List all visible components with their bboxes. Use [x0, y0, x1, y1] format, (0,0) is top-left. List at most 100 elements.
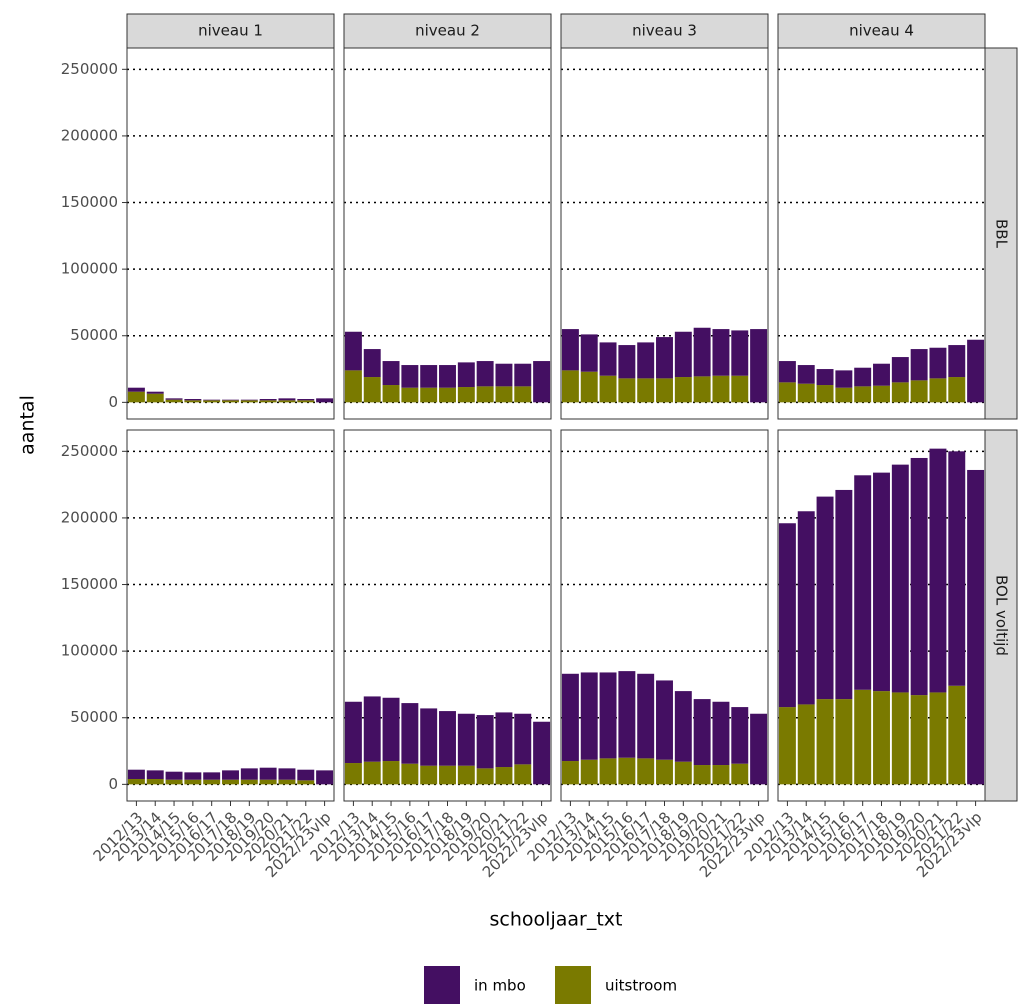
bar-segment [561, 370, 579, 403]
y-tick-label: 50000 [70, 708, 118, 726]
bar-segment [712, 375, 730, 403]
bar-segment [439, 365, 456, 388]
bar-segment [127, 391, 145, 403]
panel-border [777, 47, 986, 420]
bar-segment [910, 380, 928, 403]
bar-segment [127, 387, 145, 392]
bar-segment [948, 345, 966, 378]
bar-segment [637, 673, 655, 759]
bar-segment [240, 400, 258, 403]
bar-segment [259, 779, 277, 785]
bar-segment [259, 400, 277, 403]
legend-label: uitstroom [605, 977, 677, 995]
bar-segment [854, 367, 872, 387]
y-tick-label: 50000 [70, 326, 118, 344]
bar-segment [929, 378, 947, 403]
bar-segment [929, 448, 947, 693]
bar-segment [693, 376, 711, 403]
bar-segment [278, 398, 296, 401]
bar-segment [637, 378, 655, 403]
bar-segment [891, 464, 909, 693]
bar-segment [514, 764, 532, 785]
bar-segment [420, 765, 438, 785]
bar-segment [476, 361, 494, 387]
y-tick-label: 100000 [61, 260, 118, 278]
bar-segment [693, 699, 711, 766]
bar-segment [929, 347, 947, 379]
bar-segment [146, 779, 164, 785]
bar-segment [146, 770, 164, 780]
bar-segment [891, 382, 909, 403]
bar-segment [797, 511, 815, 705]
bar-segment [278, 400, 296, 403]
bar-segment [816, 385, 834, 403]
y-tick-label: 150000 [61, 193, 118, 211]
facet-label: niveau 4 [849, 22, 914, 40]
bar-segment [420, 365, 438, 388]
bar-segment [184, 400, 202, 403]
bar-segment [835, 387, 853, 403]
bar-segment [797, 365, 815, 384]
bar-segment [873, 363, 890, 386]
bar-segment [561, 673, 579, 762]
bar-segment [948, 685, 966, 785]
bar-segment [146, 393, 164, 403]
bar-segment [967, 339, 985, 403]
facet-strip [984, 47, 1018, 420]
bar-segment [165, 398, 183, 400]
bar-segment [712, 329, 730, 376]
bar-segment [731, 375, 749, 403]
bar-segment [278, 779, 296, 785]
bar-segment [420, 708, 438, 766]
bar-segment [618, 671, 636, 758]
bar-segment [910, 695, 928, 785]
bar-segment [382, 697, 400, 762]
bar-segment [476, 715, 494, 769]
bar-segment [891, 357, 909, 383]
bar-segment [835, 699, 853, 785]
panel-border [560, 47, 769, 420]
y-tick-label: 0 [108, 393, 118, 411]
bar-segment [382, 761, 400, 785]
facet-strip [560, 13, 769, 49]
bar-segment [637, 342, 655, 379]
bar-segment [363, 696, 381, 762]
bar-segment [693, 765, 711, 785]
bar-segment [750, 329, 768, 403]
bar-segment [297, 780, 315, 785]
y-tick-label: 250000 [61, 60, 118, 78]
bar-segment [222, 400, 239, 403]
panel-border [777, 429, 986, 802]
panel-border [126, 47, 335, 420]
bar-segment [599, 342, 617, 376]
bar-segment [240, 779, 258, 785]
bar-segment [222, 770, 239, 780]
bar-segment [712, 765, 730, 785]
panel-border [560, 429, 769, 802]
bar-segment [297, 399, 315, 401]
x-axis-title: schooljaar_txt [490, 909, 623, 931]
bar-segment [561, 761, 579, 785]
bar-segment [599, 375, 617, 403]
bar-segment [712, 701, 730, 766]
y-tick-label: 0 [108, 775, 118, 793]
bar-segment [797, 704, 815, 785]
bar-segment [184, 399, 202, 401]
bar-segment [910, 457, 928, 696]
bar-segment [316, 770, 334, 785]
bar-segment [165, 779, 183, 785]
bar-segment [948, 377, 966, 403]
bar-segment [816, 496, 834, 700]
bar-segment [816, 699, 834, 785]
bar-segment [457, 765, 475, 785]
bar-segment [401, 365, 419, 388]
bar-segment [165, 399, 183, 403]
bar-segment [778, 382, 796, 403]
legend-swatch [555, 966, 591, 1004]
bar-segment [495, 712, 513, 768]
panel-border [343, 47, 552, 420]
facet-strip [777, 13, 986, 49]
facet-label: niveau 2 [415, 22, 480, 40]
bar-segment [674, 691, 692, 762]
